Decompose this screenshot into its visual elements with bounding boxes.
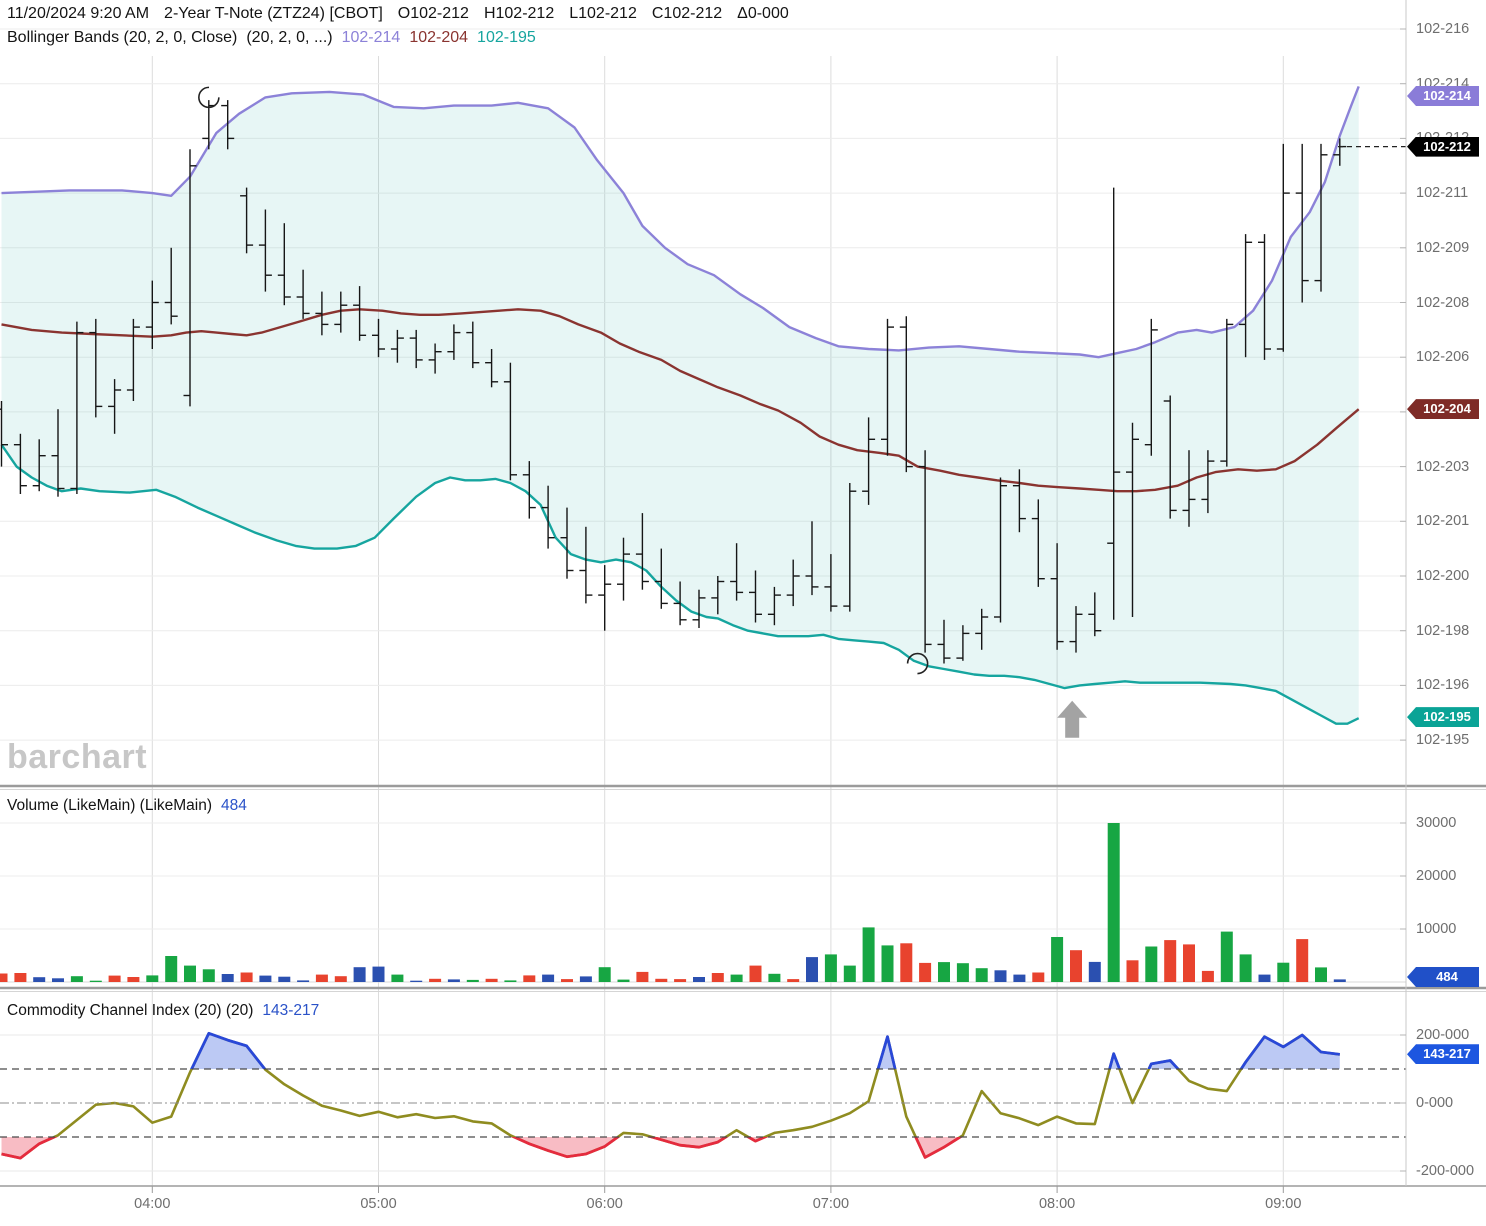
- volume-current-value: 484: [221, 797, 247, 814]
- cci-title-label[interactable]: Commodity Channel Index (20) (20): [7, 1002, 254, 1019]
- price-axis-label: 102-216: [1416, 21, 1470, 37]
- price-axis-label: 102-200: [1416, 568, 1470, 584]
- price-axis-label: 102-209: [1416, 239, 1470, 256]
- barchart-watermark: barchart: [7, 738, 148, 776]
- indicator-label[interactable]: Bollinger Bands (20, 2, 0, Close): [7, 29, 238, 46]
- price-axis-label: 102-206: [1416, 349, 1470, 366]
- time-axis-label: 08:00: [1038, 1196, 1076, 1212]
- quote-close: C102-212: [651, 5, 723, 22]
- price-tag-102-204: 102-204: [1407, 399, 1479, 420]
- quote-change: Δ0-000: [737, 5, 789, 22]
- price-tag-102-195: 102-195: [1407, 707, 1479, 728]
- volume-axis-label: 30000: [1416, 815, 1457, 831]
- cci-axis-label: -200-000: [1416, 1163, 1475, 1179]
- session-low-circle: [906, 652, 929, 675]
- volume-title-label[interactable]: Volume (LikeMain) (LikeMain): [7, 797, 213, 814]
- ohlc-bars: [0, 100, 1347, 664]
- volume-bars: [0, 823, 1346, 982]
- quote-open: O102-212: [397, 5, 469, 22]
- volume-panel-title: Volume (LikeMain) (LikeMain) 484: [7, 797, 247, 815]
- volume-tag: 484: [1407, 967, 1479, 987]
- indicator-values: 102-214 102-204 102-195: [342, 29, 545, 47]
- price-axis-label: 102-195: [1416, 732, 1470, 749]
- quote-datetime: 11/20/2024 9:20 AM: [7, 5, 150, 22]
- indicator-value: 102-204: [409, 29, 469, 46]
- price-axis-label: 102-198: [1416, 622, 1470, 639]
- time-axis-label: 07:00: [812, 1196, 850, 1212]
- indicator-header: Bollinger Bands (20, 2, 0, Close) (20, 2…: [7, 29, 545, 47]
- volume-axis-label: 20000: [1416, 868, 1457, 884]
- volume-axis-label: 10000: [1416, 921, 1457, 937]
- indicator-value: 102-195: [477, 29, 536, 46]
- quote-low: L102-212: [569, 5, 637, 22]
- price-axis-label: 102-208: [1416, 294, 1470, 311]
- quote-instrument: 2-Year T-Note (ZTZ24) [CBOT]: [164, 5, 383, 22]
- session-high-circle: [198, 86, 220, 109]
- cci-tag: 143-217: [1407, 1044, 1479, 1065]
- price-axis-label: 102-211: [1416, 185, 1469, 202]
- price-axis-label: 102-196: [1416, 677, 1470, 694]
- time-axis-label: 05:00: [360, 1196, 397, 1212]
- up-arrow-annotation: [1057, 700, 1088, 738]
- cci-panel-title: Commodity Channel Index (20) (20) 143-21…: [7, 1002, 319, 1020]
- time-axis-label: 09:00: [1265, 1196, 1302, 1212]
- cci-axis-label: 200-000: [1416, 1027, 1470, 1043]
- indicator-value: 102-214: [341, 29, 401, 46]
- cci-current-value: 143-217: [262, 1002, 320, 1019]
- price-tag-102-214: 102-214: [1407, 86, 1479, 106]
- time-axis-label: 04:00: [134, 1196, 171, 1212]
- price-tag-102-212: 102-212: [1407, 136, 1479, 157]
- quote-header: 11/20/2024 9:20 AM 2-Year T-Note (ZTZ24)…: [7, 5, 789, 23]
- quote-high: H102-212: [483, 5, 555, 22]
- price-axis-label: 102-201: [1416, 513, 1470, 530]
- time-axis-label: 06:00: [586, 1196, 623, 1212]
- price-axis-label: 102-203: [1416, 458, 1470, 475]
- indicator-params: (20, 2, 0, ...): [246, 29, 333, 46]
- cci-axis-label: 0-000: [1416, 1095, 1454, 1111]
